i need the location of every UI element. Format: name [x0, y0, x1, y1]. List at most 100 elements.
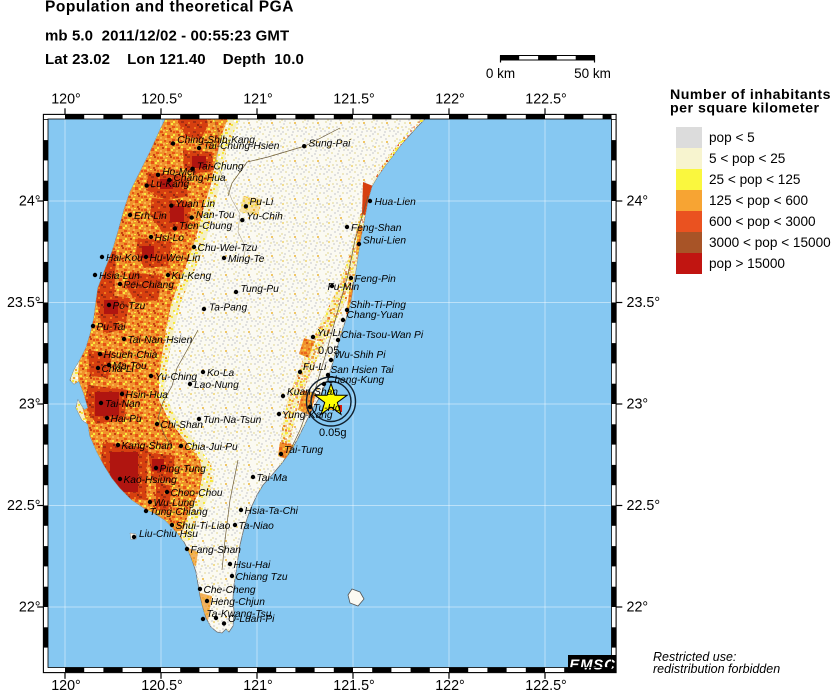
svg-text:23°: 23° [627, 397, 649, 413]
svg-text:Hsia-Ta-Chi: Hsia-Ta-Chi [245, 506, 299, 517]
svg-text:San Hsien Tai: San Hsien Tai [331, 365, 395, 376]
svg-text:Yuan Lin: Yuan Lin [175, 199, 215, 210]
svg-text:Cheng-Kung: Cheng-Kung [327, 375, 385, 386]
svg-text:Pei-Chiang: Pei-Chiang [124, 280, 175, 291]
svg-text:Wu-Lung: Wu-Lung [154, 498, 196, 509]
svg-text:22.5°: 22.5° [7, 498, 41, 514]
svg-text:22.5°: 22.5° [627, 498, 661, 514]
svg-text:121°: 121° [243, 678, 273, 692]
svg-text:Ching-Shih-Kang: Ching-Shih-Kang [177, 135, 255, 146]
svg-text:24°: 24° [627, 194, 649, 210]
svg-text:Wu-Shih Pi: Wu-Shih Pi [335, 350, 387, 361]
svg-text:Yu-Li: Yu-Li [317, 328, 341, 339]
svg-text:mb 5.0 2011/12/02 - 00:55:23: mb 5.0 2011/12/02 - 00:55:23 GMT [45, 28, 289, 45]
svg-text:Tai-Chung: Tai-Chung [197, 162, 244, 173]
svg-text:Chia-Li: Chia-Li [102, 364, 135, 375]
svg-text:Lu-Kang: Lu-Kang [151, 179, 190, 190]
svg-text:Hu-Wei-Lin: Hu-Wei-Lin [150, 253, 201, 264]
svg-text:Tun-Na-Tsun: Tun-Na-Tsun [203, 415, 262, 426]
svg-text:22°: 22° [19, 600, 41, 616]
svg-text:Shui-Lien: Shui-Lien [363, 236, 406, 247]
svg-text:per square kilometer: per square kilometer [670, 101, 820, 117]
svg-text:Fang-Shan: Fang-Shan [191, 545, 242, 556]
svg-text:Chiang Tzu: Chiang Tzu [236, 572, 288, 583]
svg-text:Ko-La: Ko-La [207, 368, 235, 379]
svg-text:600 < pop < 3000: 600 < pop < 3000 [709, 214, 816, 229]
svg-text:Fu-Li: Fu-Li [303, 362, 327, 373]
svg-text:0.05g: 0.05g [319, 427, 347, 439]
svg-text:Yu-Chih: Yu-Chih [246, 212, 283, 223]
svg-text:120.5°: 120.5° [141, 92, 183, 108]
svg-text:Chia-Tsou-Wan Pi: Chia-Tsou-Wan Pi [341, 330, 424, 341]
svg-text:Erh-Lin: Erh-Lin [134, 211, 167, 222]
svg-text:Che-Cheng: Che-Cheng [204, 585, 256, 596]
svg-text:125 < pop < 600: 125 < pop < 600 [709, 193, 808, 208]
svg-text:Ku-Keng: Ku-Keng [172, 271, 212, 282]
svg-text:Fu-Min: Fu-Min [328, 282, 360, 293]
svg-text:Ho-Mei: Ho-Mei [162, 167, 196, 178]
svg-text:Kang-Shan: Kang-Shan [122, 441, 173, 452]
svg-text:redistribution forbidden: redistribution forbidden [653, 662, 780, 676]
svg-text:23.5°: 23.5° [7, 295, 41, 311]
svg-text:121°: 121° [243, 92, 273, 108]
svg-text:pop > 15000: pop > 15000 [709, 256, 785, 271]
svg-text:Tung-Pu: Tung-Pu [241, 284, 280, 295]
svg-text:121.5°: 121.5° [333, 678, 375, 692]
svg-text:Tien-Chung: Tien-Chung [179, 221, 232, 232]
svg-text:pop < 5: pop < 5 [709, 130, 755, 145]
svg-text:Hsi-Lo: Hsi-Lo [155, 233, 185, 244]
svg-text:Ta-Kwang-Tsu: Ta-Kwang-Tsu [207, 609, 272, 620]
svg-text:Hai-Pu: Hai-Pu [111, 414, 142, 425]
svg-text:Pu-Tai: Pu-Tai [97, 322, 127, 333]
svg-text:120°: 120° [51, 92, 81, 108]
svg-text:Ping-Tung: Ping-Tung [160, 464, 207, 475]
svg-text:5 < pop < 25: 5 < pop < 25 [709, 151, 785, 166]
svg-text:Chang-Hua: Chang-Hua [174, 173, 226, 184]
svg-text:22°: 22° [627, 600, 649, 616]
svg-text:Chi-Shan: Chi-Shan [161, 420, 204, 431]
svg-text:Yu-Ching: Yu-Ching [155, 372, 197, 383]
svg-text:Hua-Lien: Hua-Lien [375, 197, 417, 208]
svg-text:Hsin-Hua: Hsin-Hua [126, 390, 169, 401]
svg-text:0.05: 0.05 [318, 345, 339, 357]
svg-text:23.5°: 23.5° [627, 295, 661, 311]
svg-text:Kao-Hsiung: Kao-Hsiung [124, 475, 178, 486]
svg-text:Ma-Tou: Ma-Tou [113, 361, 147, 372]
svg-text:122°: 122° [435, 92, 465, 108]
svg-text:Tai-Nan: Tai-Nan [105, 399, 141, 410]
svg-text:Ta-Niao: Ta-Niao [239, 521, 275, 532]
svg-text:Nan-Tou: Nan-Tou [196, 210, 235, 221]
svg-text:Heng-Chjun: Heng-Chjun [211, 597, 266, 608]
svg-text:Feng-Pin: Feng-Pin [355, 274, 397, 285]
svg-text:25 < pop < 125: 25 < pop < 125 [709, 172, 800, 187]
svg-text:121.5°: 121.5° [333, 92, 375, 108]
svg-text:Choo-Chou: Choo-Chou [171, 488, 223, 499]
svg-text:24°: 24° [19, 194, 41, 210]
svg-text:Population and theoretical PGA: Population and theoretical PGA [45, 0, 294, 16]
svg-text:122.5°: 122.5° [525, 678, 567, 692]
svg-text:Chia-Jui-Pu: Chia-Jui-Pu [185, 442, 239, 453]
svg-text:Chang-Yuan: Chang-Yuan [347, 310, 404, 321]
svg-text:122°: 122° [435, 678, 465, 692]
svg-text:Yung-Kang: Yung-Kang [282, 410, 333, 421]
svg-text:Hsia-Lun: Hsia-Lun [99, 271, 140, 282]
svg-text:Chu-Wei-Tzu: Chu-Wei-Tzu [198, 243, 258, 254]
svg-text:Tai-Tung: Tai-Tung [284, 445, 323, 456]
svg-text:Ming-Te: Ming-Te [228, 254, 265, 265]
svg-text:Hsu-Hai: Hsu-Hai [234, 560, 272, 571]
svg-text:Liu-Chiu Hsu: Liu-Chiu Hsu [139, 529, 198, 540]
svg-text:0 km: 0 km [486, 66, 515, 81]
svg-text:Restricted use:: Restricted use: [653, 650, 736, 664]
svg-text:Hai-Kou: Hai-Kou [106, 253, 143, 264]
svg-text:Po-Tzu: Po-Tzu [113, 301, 146, 312]
svg-text:Lao-Nung: Lao-Nung [194, 380, 239, 391]
svg-text:Sung-Pai: Sung-Pai [309, 139, 352, 150]
svg-text:Kuan-Shan: Kuan-Shan [287, 387, 338, 398]
svg-text:Number of inhabitants: Number of inhabitants [670, 87, 831, 103]
svg-text:120°: 120° [51, 678, 81, 692]
svg-text:50 km: 50 km [574, 66, 611, 81]
svg-text:Tung-Chiang: Tung-Chiang [150, 507, 208, 518]
svg-text:Pu-Li: Pu-Li [250, 197, 275, 208]
svg-text:3000 < pop < 15000: 3000 < pop < 15000 [709, 235, 831, 250]
svg-text:Shih-Ti-Ping: Shih-Ti-Ping [350, 300, 406, 311]
